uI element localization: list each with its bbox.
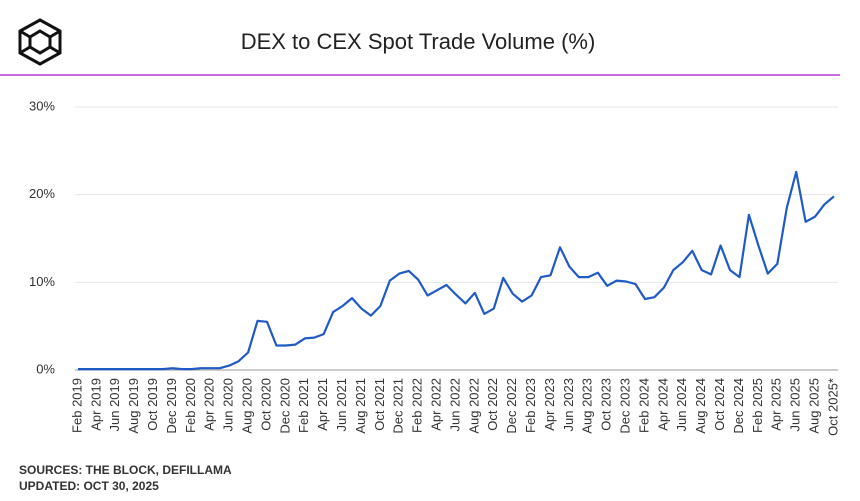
x-tick-label: Apr 2020 — [202, 378, 217, 431]
source: SOURCES: THE BLOCK, DEFILLAMA — [19, 463, 232, 477]
x-tick-label: Oct 2019 — [145, 378, 160, 431]
x-tick-label: Jun 2025 — [788, 378, 803, 432]
x-tick-label: Aug 2024 — [693, 378, 708, 434]
x-tick-label: Jun 2020 — [221, 378, 236, 432]
x-tick-label: Dec 2019 — [164, 378, 179, 434]
x-tick-label: Oct 2021 — [372, 378, 387, 431]
x-tick-label: Jun 2024 — [674, 378, 689, 432]
x-tick-label: Oct 2024 — [712, 378, 727, 431]
y-tick-label: 20% — [29, 186, 55, 201]
y-tick-label: 0% — [36, 361, 55, 376]
x-tick-label: Feb 2023 — [523, 378, 538, 433]
x-tick-label: Feb 2024 — [636, 378, 651, 433]
x-tick-label: Jun 2019 — [107, 378, 122, 432]
updated: UPDATED: OCT 30, 2025 — [19, 479, 159, 493]
x-tick-label: Feb 2021 — [296, 378, 311, 433]
x-tick-label: Apr 2024 — [655, 378, 670, 431]
x-tick-label: Dec 2020 — [277, 378, 292, 434]
x-tick-label: Feb 2022 — [410, 378, 425, 433]
logo — [18, 18, 62, 66]
y-tick-label: 10% — [29, 274, 55, 289]
x-tick-label: Oct 2023 — [599, 378, 614, 431]
x-tick-label: Jun 2021 — [334, 378, 349, 432]
x-tick-label: Apr 2023 — [542, 378, 557, 431]
x-tick-label: Aug 2023 — [580, 378, 595, 434]
y-tick-label: 30% — [29, 98, 55, 113]
x-tick-label: Apr 2025 — [769, 378, 784, 431]
x-tick-label: Aug 2025 — [807, 378, 822, 434]
x-tick-label: Oct 2022 — [485, 378, 500, 431]
x-tick-label: Apr 2021 — [315, 378, 330, 431]
x-tick-label: Dec 2021 — [391, 378, 406, 434]
x-tick-label: Dec 2024 — [731, 378, 746, 434]
x-tick-label: Jun 2023 — [561, 378, 576, 432]
line-series — [78, 170, 835, 371]
x-tick-label: Apr 2019 — [88, 378, 103, 431]
x-tick-label: Feb 2020 — [183, 378, 198, 433]
x-tick-label: Feb 2019 — [69, 378, 84, 433]
x-tick-label: Oct 2020 — [258, 378, 273, 431]
x-tick-label: Oct 2025* — [825, 378, 840, 436]
x-tick-label: Aug 2022 — [466, 378, 481, 434]
x-tick-label: Aug 2021 — [353, 378, 368, 434]
x-tick-label: Jun 2022 — [447, 378, 462, 432]
x-tick-label: Apr 2022 — [429, 378, 444, 431]
x-tick-label: Dec 2022 — [504, 378, 519, 434]
chart-title: DEX to CEX Spot Trade Volume (%) — [241, 29, 596, 54]
x-tick-label: Aug 2019 — [126, 378, 141, 434]
x-tick-label: Dec 2023 — [618, 378, 633, 434]
x-tick-label: Aug 2020 — [240, 378, 255, 434]
x-tick-label: Feb 2025 — [750, 378, 765, 433]
